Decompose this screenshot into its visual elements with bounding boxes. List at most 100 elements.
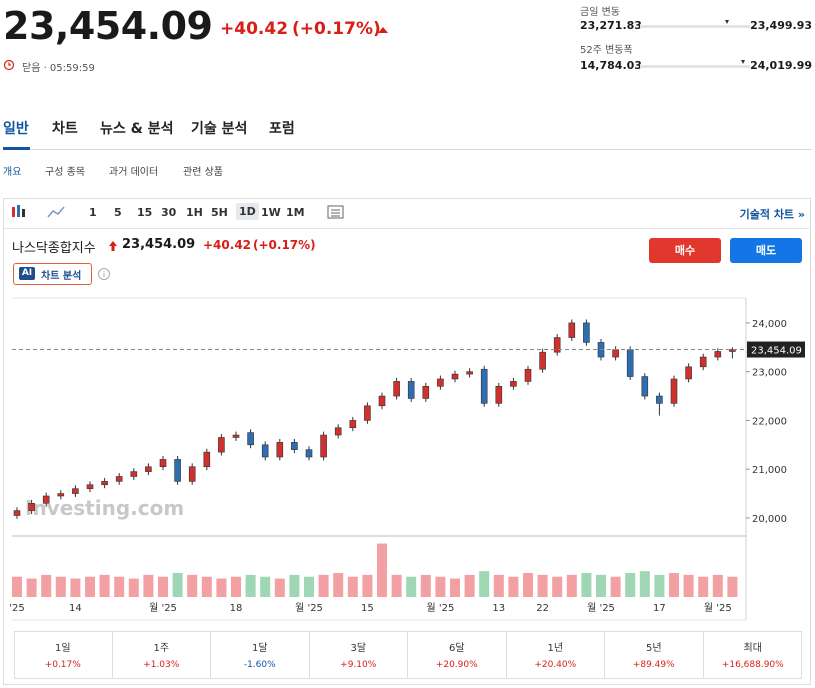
interval[interactable]: 1D — [236, 203, 259, 220]
ai-button[interactable] — [13, 263, 92, 285]
period: 3달 — [350, 643, 367, 654]
range-high: 24,019.99 — [750, 59, 812, 72]
interval[interactable]: 30 — [161, 206, 177, 219]
interval[interactable]: 5 — [114, 206, 122, 219]
candle-body — [232, 434, 240, 438]
chart-title: 나스닥종합지수 — [12, 241, 96, 256]
volume-bar — [450, 578, 460, 597]
volume-bar — [479, 571, 490, 597]
volume-bar — [420, 574, 431, 597]
x-tick-label: 월 '25 — [587, 602, 615, 614]
candle-body — [305, 449, 313, 458]
volume-bar — [85, 576, 95, 597]
candle-body — [42, 495, 50, 504]
candle-body — [72, 488, 79, 494]
volume-bar — [187, 574, 198, 597]
volume-bar — [128, 578, 139, 597]
candle-body — [291, 442, 298, 450]
candle-body — [13, 510, 21, 516]
candle-body — [539, 351, 546, 370]
interval[interactable]: 15 — [137, 206, 153, 219]
range-label: 금일 변동 — [580, 7, 620, 18]
tab[interactable]: 뉴스 & 분석 — [100, 121, 174, 137]
change: -1.60% — [243, 660, 276, 670]
buy-button[interactable]: 매수 — [649, 238, 721, 263]
interval[interactable]: 1M — [286, 206, 305, 219]
candle-body — [729, 349, 736, 352]
tab[interactable]: 일반 — [3, 121, 29, 137]
interval[interactable]: 1W — [261, 206, 281, 219]
volume-bar — [610, 576, 621, 597]
info-icon[interactable] — [97, 267, 111, 281]
volume-bar — [172, 573, 183, 597]
chart-type-icons[interactable] — [10, 203, 70, 223]
interval[interactable]: 1 — [89, 206, 97, 219]
candle-body — [510, 381, 517, 387]
advanced-chart-link[interactable]: 기술적 차트 » — [739, 208, 805, 221]
legend-arrow — [109, 241, 117, 251]
change: +16,688.90% — [721, 660, 784, 670]
candle-body — [115, 476, 123, 482]
candle-body — [626, 349, 634, 377]
change: +9.10% — [340, 660, 377, 670]
x-tick-label: 17 — [653, 603, 666, 614]
candle-body — [349, 420, 357, 429]
sell-button[interactable]: 매도 — [730, 238, 802, 263]
volume-bar — [639, 571, 650, 597]
candle-body — [553, 337, 561, 353]
ai-label: 차트 분석 — [41, 271, 82, 282]
candle-body — [466, 371, 473, 375]
candle-body — [393, 381, 400, 397]
volume-bar — [727, 576, 738, 597]
performance-cell: 최대 +16,688.90% — [704, 631, 803, 679]
performance-cell: 3달 +9.10% — [310, 631, 408, 679]
toolbar-divider — [4, 228, 810, 229]
candle-body — [188, 466, 196, 482]
candle-body — [247, 432, 254, 446]
interval[interactable]: 1H — [186, 206, 203, 219]
volume-bar — [158, 576, 168, 597]
candle-body — [320, 434, 327, 458]
volume-bar — [289, 574, 300, 597]
change: +1.03% — [143, 660, 180, 670]
candle-body — [86, 484, 94, 489]
period: 1일 — [54, 643, 71, 654]
candle-body — [407, 381, 415, 399]
tab[interactable]: 기술 분석 — [191, 121, 248, 137]
candle-body — [699, 356, 707, 368]
candle-body — [364, 405, 371, 421]
change: +89.49% — [632, 660, 675, 670]
tab[interactable]: 포럼 — [269, 121, 295, 137]
candle-body — [714, 351, 722, 358]
volume-bar — [712, 574, 723, 597]
volume-bar — [552, 576, 563, 597]
candle-body — [130, 471, 138, 477]
volume-bar — [698, 576, 709, 597]
subtab[interactable]: 구성 종목 — [45, 167, 85, 178]
subtab[interactable]: 과거 데이터 — [109, 167, 159, 178]
candle-body — [612, 349, 619, 358]
candle-body — [656, 395, 663, 404]
performance-cell: 1년 +20.40% — [507, 631, 605, 679]
tab-divider — [3, 149, 812, 150]
indicator-icon[interactable] — [326, 204, 346, 220]
volume-bar — [493, 574, 504, 597]
interval[interactable]: 5H — [211, 206, 228, 219]
subtab[interactable]: 관련 상품 — [183, 167, 223, 178]
subtab[interactable]: 개요 — [3, 167, 22, 178]
volume-bar — [391, 574, 402, 597]
watermark: Investing.com — [25, 496, 184, 520]
change: +0.17% — [44, 660, 81, 670]
candle-body — [670, 378, 678, 404]
volume-bar — [55, 576, 66, 597]
x-tick-label: 월 '25 — [149, 602, 177, 614]
change: +20.40% — [534, 660, 577, 670]
change-pct: (+0.17%) — [292, 19, 381, 39]
tab[interactable]: 차트 — [52, 121, 78, 137]
volume-bar — [406, 576, 417, 597]
ai-badge: AI — [19, 267, 35, 280]
candle-body — [218, 437, 225, 453]
volume-bar — [333, 573, 344, 597]
performance-cell: 6달 +20.90% — [408, 631, 507, 679]
